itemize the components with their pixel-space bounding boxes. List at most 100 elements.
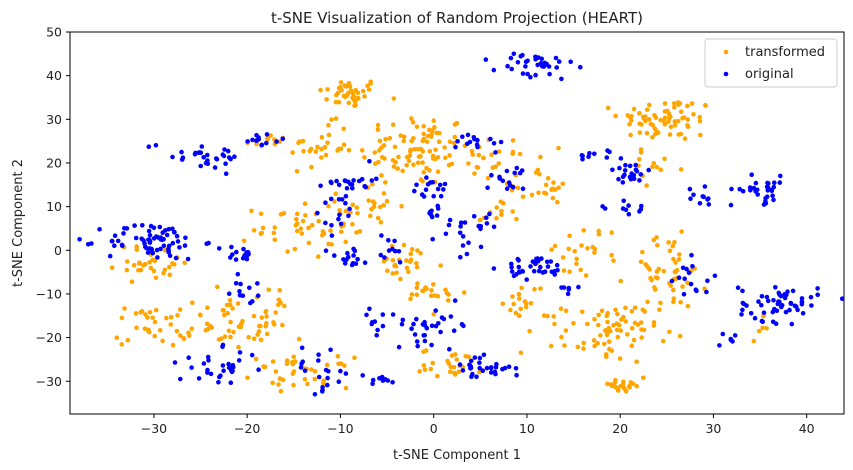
scatter-point-transformed: [278, 388, 284, 394]
scatter-point-transformed: [134, 244, 139, 249]
scatter-point-transformed: [578, 267, 583, 273]
scatter-point-original: [476, 223, 482, 229]
scatter-point-transformed: [391, 96, 397, 101]
scatter-point-transformed: [371, 204, 377, 209]
scatter-point-transformed: [517, 296, 522, 301]
scatter-point-transformed: [168, 314, 174, 320]
scatter-point-original: [264, 140, 269, 146]
scatter-point-original: [350, 261, 356, 266]
scatter-point-transformed: [452, 134, 458, 140]
scatter-point-transformed: [300, 218, 306, 224]
scatter-point-original: [481, 352, 487, 358]
scatter-point-original: [166, 226, 172, 232]
scatter-point-original: [422, 338, 428, 344]
scatter-point-original: [247, 285, 252, 291]
scatter-point-original: [460, 368, 466, 373]
scatter-point-transformed: [591, 338, 597, 343]
scatter-point-transformed: [170, 261, 175, 266]
scatter-point-transformed: [678, 109, 684, 115]
scatter-point-original: [627, 163, 633, 169]
scatter-point-original: [339, 197, 345, 202]
scatter-point-original: [539, 256, 544, 261]
scatter-point-original: [158, 246, 163, 252]
scatter-point-original: [146, 228, 152, 234]
scatter-point-original: [420, 322, 426, 327]
scatter-point-original: [516, 269, 522, 275]
scatter-point-transformed: [381, 191, 387, 196]
scatter-point-transformed: [698, 132, 703, 138]
scatter-point-transformed: [513, 310, 519, 316]
scatter-point-transformed: [466, 354, 472, 360]
scatter-point-transformed: [178, 333, 183, 338]
scatter-point-transformed: [640, 307, 646, 313]
scatter-point-transformed: [494, 205, 500, 210]
scatter-point-original: [429, 214, 435, 220]
scatter-point-original: [212, 165, 218, 170]
scatter-point-transformed: [675, 100, 681, 105]
scatter-point-transformed: [676, 257, 682, 262]
scatter-point-transformed: [298, 226, 304, 231]
scatter-point-transformed: [273, 369, 279, 374]
scatter-point-transformed: [391, 164, 397, 169]
scatter-point-original: [771, 298, 776, 303]
scatter-point-transformed: [629, 113, 634, 119]
scatter-point-transformed: [142, 261, 148, 267]
scatter-point-transformed: [558, 306, 564, 312]
scatter-point-original: [316, 374, 322, 380]
scatter-point-transformed: [697, 114, 702, 120]
scatter-point-transformed: [532, 286, 537, 292]
scatter-point-transformed: [306, 225, 311, 231]
scatter-point-transformed: [414, 261, 419, 266]
scatter-point-original: [458, 224, 463, 229]
scatter-point-transformed: [307, 148, 313, 154]
scatter-point-original: [170, 154, 175, 160]
scatter-point-original: [799, 300, 805, 305]
scatter-point-original: [547, 71, 552, 77]
scatter-point-transformed: [602, 341, 607, 347]
scatter-point-original: [346, 213, 351, 219]
scatter-point-original: [516, 258, 521, 263]
legend-marker-transformed: [723, 49, 729, 55]
scatter-point-transformed: [204, 321, 210, 327]
scatter-point-transformed: [543, 191, 549, 196]
scatter-point-original: [809, 303, 814, 308]
scatter-point-transformed: [671, 296, 677, 301]
scatter-point-transformed: [523, 304, 529, 310]
scatter-point-transformed: [251, 336, 257, 342]
scatter-point-transformed: [609, 252, 614, 258]
scatter-point-original: [720, 331, 726, 337]
scatter-point-original: [488, 136, 493, 142]
scatter-point-original: [256, 367, 261, 373]
scatter-point-transformed: [309, 367, 314, 372]
scatter-point-original: [485, 185, 490, 190]
scatter-point-original: [533, 72, 538, 78]
x-tick-label: −20: [234, 421, 260, 436]
scatter-point-original: [766, 181, 771, 186]
scatter-point-transformed: [641, 116, 647, 121]
scatter-point-transformed: [251, 313, 257, 319]
scatter-point-original: [77, 237, 82, 242]
y-axis-label: t-SNE Component 2: [11, 159, 26, 287]
scatter-point-original: [772, 306, 777, 312]
scatter-point-transformed: [432, 125, 437, 130]
scatter-point-original: [684, 266, 689, 272]
scatter-point-transformed: [341, 93, 347, 99]
scatter-point-original: [249, 352, 255, 358]
scatter-point-transformed: [336, 85, 342, 91]
scatter-point-original: [133, 235, 139, 241]
scatter-point-original: [775, 301, 781, 307]
x-tick-label: −30: [141, 421, 167, 436]
scatter-point-original: [676, 275, 682, 281]
scatter-point-transformed: [527, 328, 532, 334]
scatter-point-original: [411, 321, 416, 327]
scatter-point-transformed: [613, 307, 618, 313]
scatter-point-transformed: [170, 342, 176, 348]
scatter-point-original: [412, 332, 418, 337]
scatter-point-transformed: [161, 270, 166, 276]
scatter-point-original: [121, 231, 126, 236]
scatter-point-original: [509, 265, 514, 270]
scatter-point-original: [686, 270, 692, 276]
scatter-point-transformed: [143, 312, 148, 317]
scatter-point-transformed: [414, 285, 420, 291]
